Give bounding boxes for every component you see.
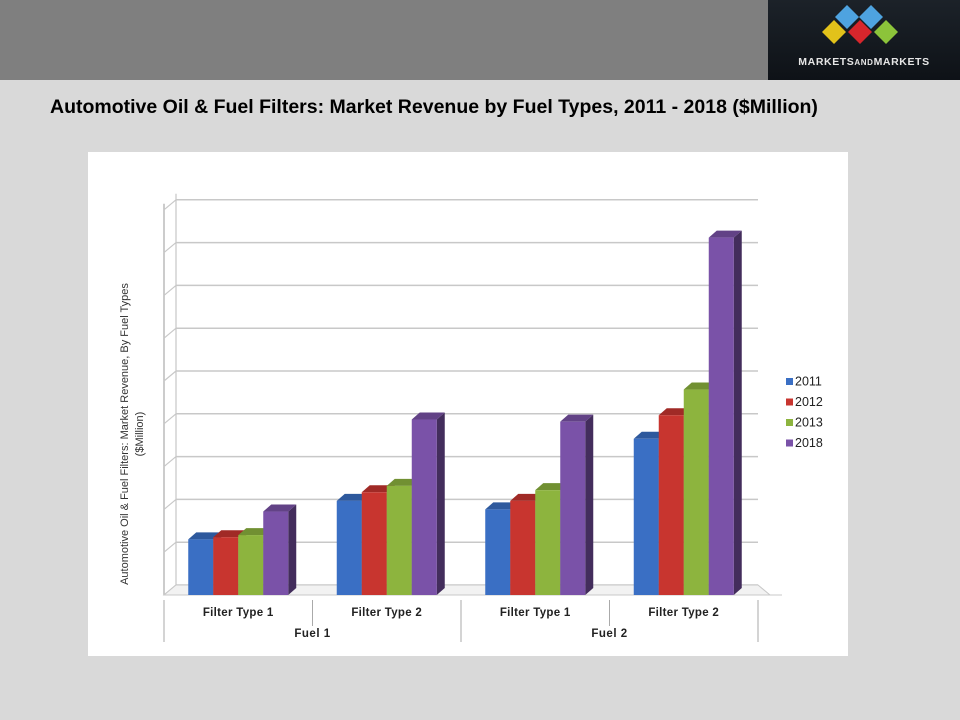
x-axis-group-label: Fuel 1 — [294, 628, 330, 640]
x-axis-label: Filter Type 1 — [203, 607, 274, 619]
legend-label: 2018 — [795, 436, 823, 450]
legend-label: 2012 — [795, 395, 823, 409]
legend: 2011 2012 2013 2018 — [786, 375, 823, 450]
y-axis-label: Automotive Oil & Fuel Filters: Market Re… — [119, 283, 146, 585]
legend-swatch — [786, 398, 793, 406]
bar-chart: Filter Type 1 Filter Type 2 Filter Type 1 F… — [119, 193, 823, 642]
legend-swatch — [786, 439, 793, 447]
bar — [411, 412, 445, 595]
chart-panel: Filter Type 1 Filter Type 2 Filter Type 1 F… — [88, 152, 848, 656]
diamond-cluster-logo-icon — [822, 5, 898, 44]
legend-swatch — [786, 378, 793, 385]
legend-label: 2013 — [795, 416, 823, 430]
x-axis-label: Filter Type 2 — [648, 607, 719, 619]
x-axis-label: Filter Type 2 — [351, 607, 422, 619]
y-axis-label-line2: ($Million) — [134, 412, 146, 457]
chart-title: Automotive Oil & Fuel Filters: Market Re… — [50, 96, 818, 118]
chart-bars — [188, 230, 742, 595]
bar — [263, 504, 297, 595]
legend-item: 2011 — [786, 375, 822, 389]
legend-item: 2012 — [786, 395, 823, 409]
legend-label: 2011 — [795, 375, 822, 389]
x-axis-label: Filter Type 1 — [500, 607, 571, 619]
legend-swatch — [786, 419, 793, 426]
x-axis: Filter Type 1 Filter Type 2 Filter Type 1 F… — [163, 600, 759, 642]
y-axis-label-line1: Automotive Oil & Fuel Filters: Market Re… — [119, 283, 131, 585]
bar — [560, 414, 594, 595]
brand-logo: MARKETSANDMARKETS — [768, 0, 960, 80]
bar — [708, 230, 742, 595]
legend-item: 2018 — [786, 436, 823, 450]
brand-name: MARKETSANDMARKETS — [798, 56, 930, 68]
legend-item: 2013 — [786, 416, 823, 430]
x-axis-group-label: Fuel 2 — [591, 628, 627, 640]
